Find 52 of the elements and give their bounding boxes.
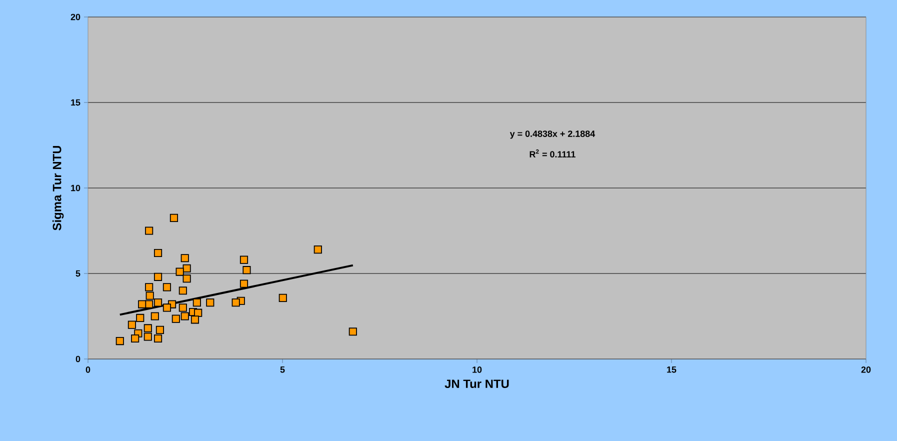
- y-tick-label: 15: [71, 99, 80, 106]
- y-axis-title: Sigma Tur NTU: [52, 146, 64, 230]
- point: [144, 332, 152, 341]
- point: [145, 226, 154, 235]
- point: [172, 314, 180, 323]
- x-tick-label: 20: [861, 366, 871, 373]
- x-tick-label: 5: [280, 366, 285, 373]
- point: [170, 214, 178, 222]
- annotation: R$^{2}$ = 0.1111: [530, 149, 576, 158]
- point: [150, 312, 159, 320]
- point: [278, 294, 287, 302]
- point: [162, 304, 172, 312]
- point: [145, 283, 154, 292]
- point: [178, 304, 187, 312]
- point: [154, 272, 162, 281]
- point: [138, 300, 146, 308]
- x-tick-label: 15: [667, 366, 676, 373]
- point: [240, 256, 248, 264]
- point: [144, 324, 152, 332]
- annotation: y = 0.4838x + 2.1884: [510, 130, 596, 139]
- y-tick-label: 20: [70, 14, 80, 20]
- point: [182, 274, 191, 283]
- point: [128, 320, 136, 329]
- point: [192, 298, 201, 307]
- point: [182, 264, 191, 272]
- point: [154, 248, 162, 258]
- point: [145, 300, 154, 308]
- point: [162, 283, 172, 292]
- point: [156, 326, 164, 334]
- y-tick-label: 0: [76, 356, 80, 362]
- point: [190, 316, 200, 324]
- x-tick-label: 0: [86, 366, 90, 373]
- point: [348, 328, 357, 336]
- y-tick-label: 5: [76, 270, 80, 277]
- x-tick-label: 10: [472, 366, 482, 373]
- point: [242, 266, 251, 274]
- point: [154, 298, 162, 307]
- point: [240, 280, 248, 288]
- point: [136, 314, 144, 322]
- point: [232, 298, 240, 307]
- point: [131, 334, 140, 343]
- point: [180, 254, 189, 262]
- point: [314, 246, 322, 254]
- point: [154, 334, 162, 343]
- point: [178, 286, 187, 295]
- y-tick-label: 10: [71, 184, 80, 192]
- point: [180, 312, 189, 320]
- point: [116, 337, 124, 346]
- point: [206, 298, 214, 307]
- x-axis-title: JN Tur NTU: [444, 380, 509, 388]
- point: [176, 268, 184, 276]
- point: [146, 292, 154, 300]
